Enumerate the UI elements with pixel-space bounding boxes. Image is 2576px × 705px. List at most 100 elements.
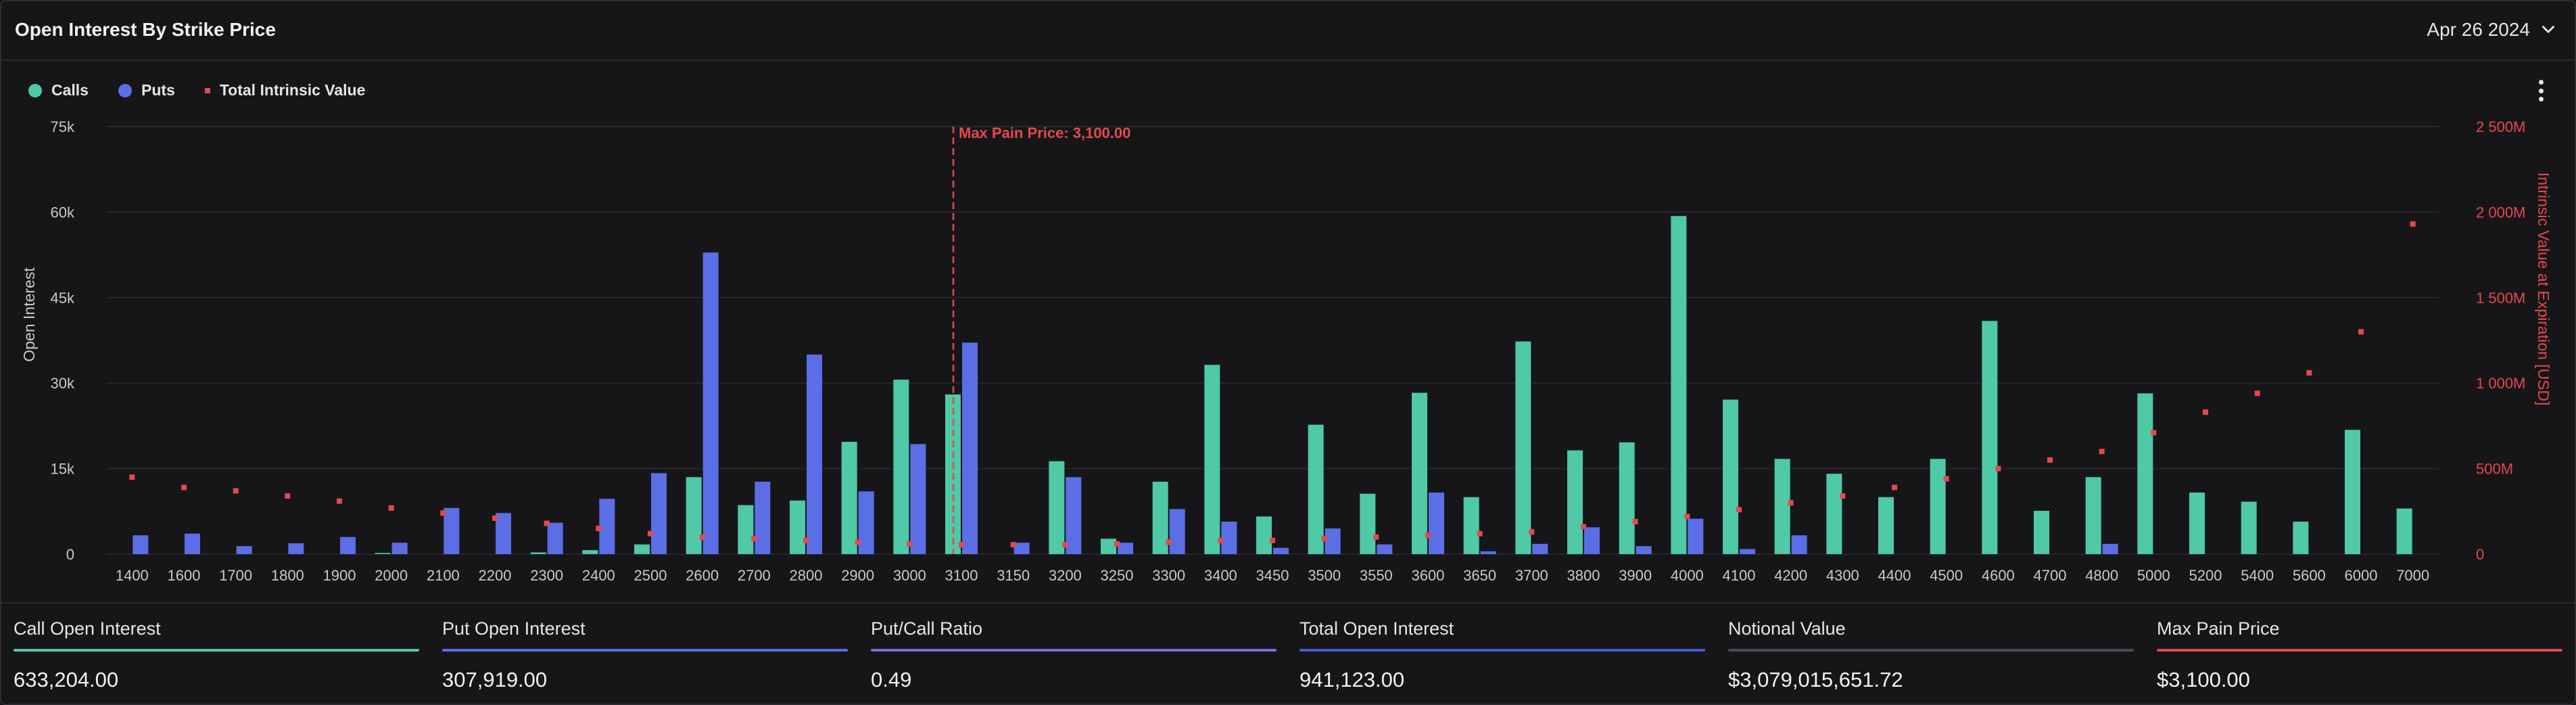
panel-header: Open Interest By Strike Price Apr 26 202… [1,1,2575,61]
stat-call-open-interest: Call Open Interest 633,204.00 [14,618,419,692]
more-options-icon[interactable] [2534,77,2548,104]
bar-puts-3400 [1221,521,1237,554]
point-intrinsic-value-2300 [544,520,550,526]
x-tick-label: 3900 [1619,567,1652,584]
point-intrinsic-value-3100 [959,542,964,548]
point-intrinsic-value-2600 [699,534,705,540]
point-intrinsic-value-3300 [1166,539,1172,545]
bar-calls-5400 [2241,501,2257,554]
point-intrinsic-value-3000 [907,541,913,547]
bar-puts-3700 [1532,543,1548,554]
y-axis-title-left: Open Interest [20,267,38,362]
y-tick-label-right: 2 000M [2476,204,2525,221]
legend-item-puts[interactable]: Puts [118,81,175,99]
stat-underline [14,649,419,652]
bar-puts-1700 [236,546,252,554]
bar-puts-2900 [858,491,874,554]
x-tick-label: 4800 [2085,567,2118,584]
point-intrinsic-value-5600 [2306,370,2312,376]
open-interest-chart: 0 0 15k 500M 30k 1 000M 45k 1 500M 60k 2 000M 75k 2… [20,118,2552,584]
bar-puts-4200 [1791,535,1807,554]
x-tick-label: 2000 [375,567,408,584]
expiry-date-value: Apr 26 2024 [2427,19,2530,40]
point-intrinsic-value-3900 [1632,518,1638,524]
stat-value: 941,123.00 [1299,668,1405,691]
point-intrinsic-value-3150 [1010,542,1016,548]
expiry-date-select[interactable]: Apr 26 2024 [2427,16,2557,43]
x-tick-label: 2800 [790,567,823,584]
bar-puts-4000 [1688,518,1704,554]
x-tick-label: 1800 [271,567,304,584]
point-intrinsic-value-2000 [388,505,394,511]
stat-label: Max Pain Price [2157,618,2280,639]
bar-puts-1600 [185,533,200,554]
y-tick-label-right: 0 [2476,546,2484,563]
x-tick-label: 1900 [323,567,356,584]
stat-max-pain-price: Max Pain Price $3,100.00 [2157,618,2562,692]
x-tick-label: 3250 [1101,567,1134,584]
point-intrinsic-value-7000 [2410,221,2416,227]
legend-swatch-calls [28,83,42,97]
bar-puts-1400 [133,535,149,554]
bar-calls-4500 [1930,459,1946,554]
bar-calls-3550 [1360,493,1376,554]
point-intrinsic-value-4100 [1736,507,1742,513]
point-intrinsic-value-2200 [492,515,498,521]
y-tick-label-left: 0 [66,546,74,563]
bar-puts-2600 [702,252,719,554]
bar-calls-3500 [1308,424,1324,554]
x-tick-label: 2400 [582,567,615,584]
bar-calls-4100 [1723,399,1738,554]
y-tick-label-left: 15k [51,461,75,478]
x-tick-label: 3550 [1360,567,1393,584]
x-tick-label: 4200 [1774,567,1807,584]
x-tick-label: 3200 [1049,567,1082,584]
point-intrinsic-value-6000 [2358,329,2364,335]
point-intrinsic-value-3200 [1062,542,1068,548]
bar-calls-3400 [1204,365,1220,554]
bar-calls-4800 [2085,477,2101,554]
bar-calls-3900 [1619,442,1635,554]
point-intrinsic-value-3600 [1425,532,1431,539]
point-intrinsic-value-3450 [1270,537,1275,543]
stat-underline [871,649,1277,652]
bar-puts-3300 [1169,509,1185,554]
stat-underline [1299,649,1705,652]
y-tick-label-right: 500M [2476,461,2513,478]
stat-label: Notional Value [1728,618,1846,639]
x-tick-label: 5600 [2293,567,2326,584]
x-tick-label: 1400 [116,567,149,584]
bar-puts-2700 [755,481,771,554]
x-tick-label: 3700 [1515,567,1548,584]
bar-puts-1900 [340,537,356,554]
bar-calls-3450 [1256,516,1272,554]
point-intrinsic-value-5200 [2203,409,2208,415]
x-tick-label: 3300 [1152,567,1185,584]
x-tick-label: 7000 [2396,567,2429,584]
bar-puts-3800 [1584,527,1600,554]
stat-label: Call Open Interest [14,618,161,639]
legend-item-calls[interactable]: Calls [28,81,89,99]
y-tick-label-left: 30k [51,375,75,392]
point-intrinsic-value-4800 [2099,449,2105,455]
point-intrinsic-value-4500 [1943,476,1949,482]
stat-value: $3,079,015,651.72 [1728,668,1903,691]
point-intrinsic-value-3550 [1373,534,1379,540]
point-intrinsic-value-3650 [1477,530,1483,537]
point-intrinsic-value-1400 [129,474,135,480]
point-intrinsic-value-4700 [2047,457,2053,463]
x-tick-label: 1700 [219,567,252,584]
point-intrinsic-value-1700 [233,488,239,494]
bar-puts-2300 [547,522,563,554]
legend-item-intrinsic-value[interactable]: Total Intrinsic Value [204,81,365,99]
bar-calls-7000 [2396,508,2412,554]
point-intrinsic-value-3700 [1529,529,1535,535]
x-tick-label: 4500 [1930,567,1963,584]
stat-value: $3,100.00 [2157,668,2250,691]
bar-calls-4600 [1982,321,1998,554]
bar-calls-4000 [1671,216,1687,554]
point-intrinsic-value-4000 [1684,514,1690,520]
bar-calls-5000 [2137,393,2153,554]
stat-label: Put Open Interest [442,618,586,639]
x-tick-label: 3500 [1308,567,1341,584]
